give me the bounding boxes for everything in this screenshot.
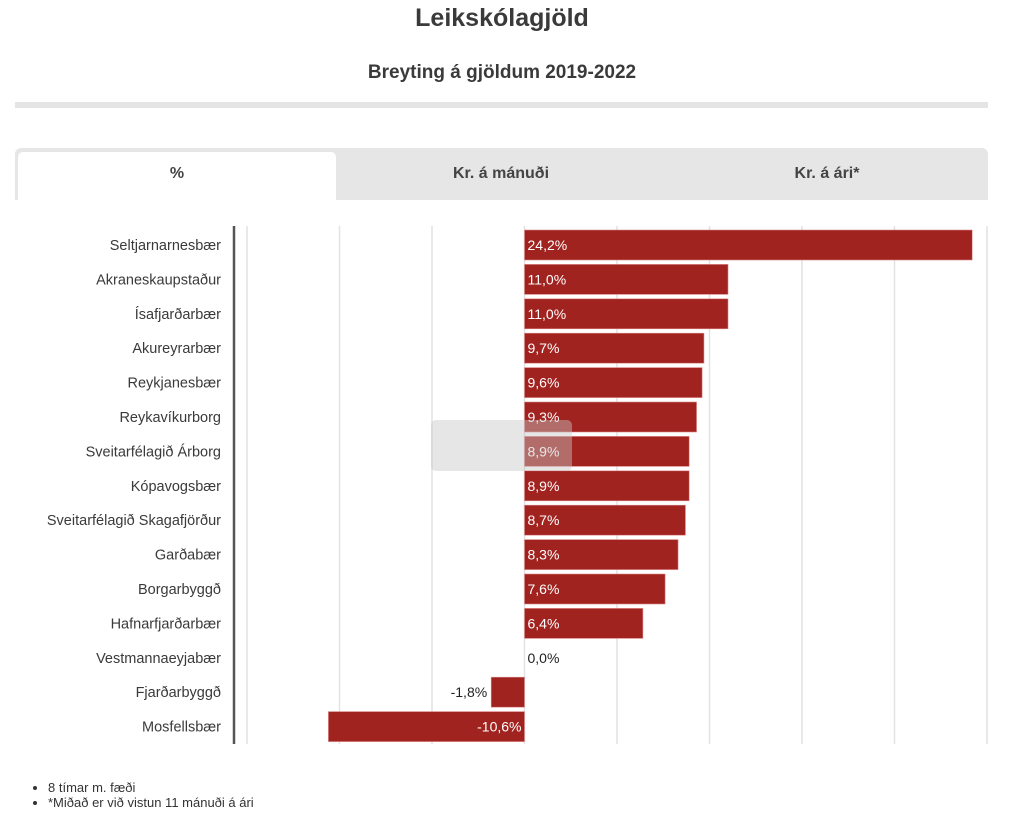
data-label: 0,0%: [528, 650, 560, 666]
data-label: 7,6%: [528, 581, 560, 597]
category-label: Mosfellsbær: [142, 720, 221, 736]
data-label: 8,7%: [528, 512, 560, 528]
tab-kr-per-year[interactable]: Kr. á ári*: [794, 165, 860, 182]
bar[interactable]: [524, 298, 729, 330]
category-label: Ísafjarðarbær: [135, 306, 221, 323]
data-label: 11,0%: [528, 306, 567, 322]
category-label: Kópavogsbær: [131, 479, 221, 495]
footnote-item: *Miðað er við vistun 11 mánuði á ári: [48, 795, 254, 810]
data-label: -10,6%: [477, 719, 521, 735]
data-label: -1,8%: [451, 684, 488, 700]
category-label: Akureyrarbær: [132, 341, 221, 357]
category-label: Hafnarfjarðarbær: [111, 616, 222, 632]
footnotes: 8 tímar m. fæði *Miðað er við vistun 11 …: [32, 780, 254, 810]
hover-highlight: [431, 420, 572, 471]
data-label: 8,9%: [528, 478, 560, 494]
bar[interactable]: [490, 676, 525, 708]
bar[interactable]: [524, 573, 666, 605]
chart-subtitle: Breyting á gjöldum 2019-2022: [367, 62, 637, 83]
tab-percent[interactable]: %: [18, 152, 336, 200]
bar[interactable]: [524, 332, 705, 364]
bar[interactable]: [524, 264, 729, 295]
data-labels: 24,2% 11,0% 11,0% 9,7% 9,6% 9,3% 8,9% 8,9% 8,7% 8…: [451, 237, 568, 735]
tab-kr-per-month[interactable]: Kr. á mánuði: [452, 165, 550, 182]
data-label: 11,0%: [528, 271, 567, 287]
category-label: Seltjarnarnesbær: [110, 238, 221, 254]
category-label: Vestmannaeyjabær: [96, 651, 221, 667]
data-label: 8,3%: [528, 547, 560, 563]
bar-chart: Seltjarnarnesbær Akraneskaupstaður Ísafjar…: [47, 226, 988, 744]
bar[interactable]: [524, 539, 679, 570]
category-label: Reykavíkurborg: [119, 410, 221, 426]
category-label: Sveitarfélagið Árborg: [86, 443, 221, 460]
data-label: 9,3%: [528, 409, 560, 425]
bar[interactable]: [524, 436, 690, 467]
data-label: 6,4%: [528, 615, 560, 631]
data-label: 9,7%: [528, 340, 560, 356]
bar[interactable]: [328, 711, 525, 742]
chart-title: Leikskólagjöld: [415, 4, 589, 32]
bar[interactable]: [524, 470, 690, 502]
footnote-item: 8 tímar m. fæði: [48, 780, 254, 795]
bar[interactable]: [524, 608, 644, 639]
bar[interactable]: [524, 504, 686, 536]
category-label: Reykjanesbær: [128, 376, 222, 392]
data-label: 24,2%: [528, 237, 568, 253]
bar[interactable]: [524, 229, 973, 261]
bars: [328, 229, 973, 742]
bar[interactable]: [524, 367, 703, 398]
header-divider: [15, 102, 988, 108]
category-label: Sveitarfélagið Skagafjörður: [47, 513, 221, 529]
data-label: 8,9%: [528, 443, 560, 459]
tab-bar: % Kr. á mánuði Kr. á ári*: [15, 148, 988, 200]
category-label: Borgarbyggð: [138, 582, 221, 598]
category-label: Akraneskaupstaður: [96, 272, 221, 288]
category-labels: Seltjarnarnesbær Akraneskaupstaður Ísafjar…: [47, 238, 221, 736]
category-label: Fjarðarbyggð: [136, 685, 221, 701]
category-label: Garðabær: [155, 548, 221, 564]
data-label: 9,6%: [528, 375, 560, 391]
bar[interactable]: [524, 401, 697, 433]
